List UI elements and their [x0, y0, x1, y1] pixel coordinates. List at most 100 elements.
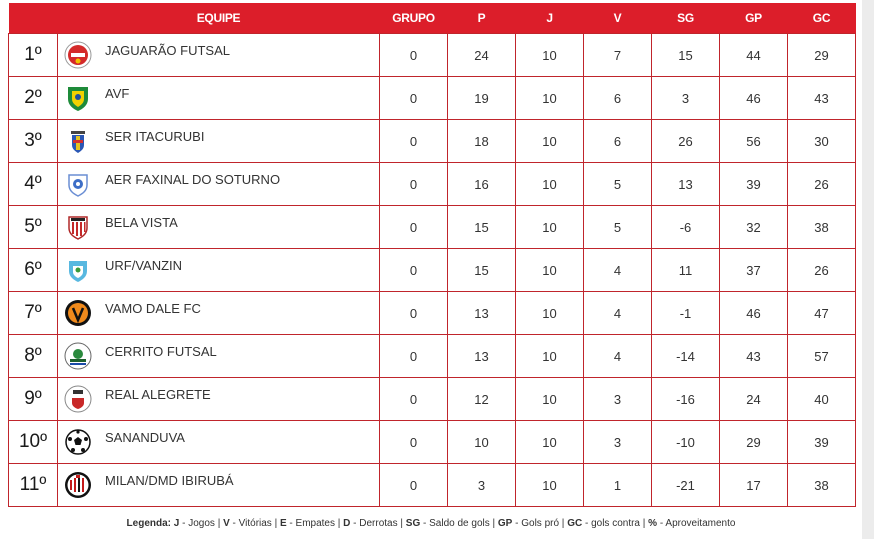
position-cell: 10º: [8, 420, 58, 464]
legend-text: - gols contra: [582, 518, 640, 529]
vamo-dale-badge-icon: [64, 299, 92, 327]
sg-cell: 26: [651, 119, 720, 163]
team-cell[interactable]: BELA VISTA: [57, 205, 380, 249]
legend-key: J: [173, 518, 180, 529]
table-row: 6º URF/VANZIN 0 15 10 4 11 37 26: [8, 248, 856, 292]
grupo-cell: 0: [379, 76, 448, 120]
p-cell: 12: [447, 377, 516, 421]
v-cell: 4: [583, 248, 652, 292]
urf-vanzin-badge-icon: [64, 256, 92, 284]
header-gp: GP: [719, 3, 788, 34]
legend-text: - Jogos: [179, 518, 215, 529]
grupo-cell: 0: [379, 420, 448, 464]
team-cell[interactable]: URF/VANZIN: [57, 248, 380, 292]
team-name[interactable]: URF/VANZIN: [105, 258, 183, 273]
team-name[interactable]: AER FAXINAL DO SOTURNO: [105, 172, 281, 187]
gc-cell: 38: [787, 205, 856, 249]
avf-badge-icon: [64, 84, 92, 112]
v-cell: 1: [583, 463, 652, 507]
grupo-cell: 0: [379, 205, 448, 249]
position-cell: 8º: [8, 334, 58, 378]
legend-key: E: [279, 518, 287, 529]
table-row: 10º SANANDUVA 0 10 10 3 -10 29 39: [8, 420, 856, 464]
team-cell[interactable]: JAGUARÃO FUTSAL: [57, 33, 380, 77]
grupo-cell: 0: [379, 33, 448, 77]
legend-key: D: [343, 518, 351, 529]
grupo-cell: 0: [379, 291, 448, 335]
grupo-cell: 0: [379, 162, 448, 206]
legend-key: V: [223, 518, 230, 529]
sg-cell: -10: [651, 420, 720, 464]
legend-text: - Derrotas: [350, 518, 398, 529]
team-name[interactable]: MILAN/DMD IBIRUBÁ: [105, 473, 234, 488]
team-name[interactable]: CERRITO FUTSAL: [105, 344, 217, 359]
gp-cell: 56: [719, 119, 788, 163]
team-name[interactable]: AVF: [105, 86, 130, 101]
header-row: EQUIPE GRUPO P J V SG GP GC: [8, 3, 856, 34]
team-name[interactable]: SER ITACURUBI: [105, 129, 205, 144]
team-cell[interactable]: REAL ALEGRETE: [57, 377, 380, 421]
position-cell: 6º: [8, 248, 58, 292]
gc-cell: 39: [787, 420, 856, 464]
v-cell: 4: [583, 334, 652, 378]
team-name[interactable]: VAMO DALE FC: [105, 301, 201, 316]
team-name[interactable]: JAGUARÃO FUTSAL: [105, 43, 230, 58]
j-cell: 10: [515, 248, 584, 292]
team-cell[interactable]: AVF: [57, 76, 380, 120]
v-cell: 6: [583, 119, 652, 163]
j-cell: 10: [515, 463, 584, 507]
legend-text: - Vitórias: [229, 518, 272, 529]
legend-key: %: [648, 518, 658, 529]
header-pos: [8, 3, 58, 34]
team-cell[interactable]: SANANDUVA: [57, 420, 380, 464]
team-cell[interactable]: CERRITO FUTSAL: [57, 334, 380, 378]
gc-cell: 38: [787, 463, 856, 507]
gp-cell: 46: [719, 291, 788, 335]
legend-text: - Aproveitamento: [657, 518, 736, 529]
position-cell: 5º: [8, 205, 58, 249]
legend-text: - Gols pró: [512, 518, 560, 529]
v-cell: 5: [583, 162, 652, 206]
sananduva-badge-icon: [64, 428, 92, 456]
gp-cell: 44: [719, 33, 788, 77]
sg-cell: 15: [651, 33, 720, 77]
position-cell: 3º: [8, 119, 58, 163]
p-cell: 15: [447, 205, 516, 249]
gp-cell: 24: [719, 377, 788, 421]
p-cell: 13: [447, 291, 516, 335]
j-cell: 10: [515, 420, 584, 464]
p-cell: 24: [447, 33, 516, 77]
grupo-cell: 0: [379, 334, 448, 378]
standings-table: EQUIPE GRUPO P J V SG GP GC 1º JAGUARÃO F…: [8, 3, 856, 507]
milan-badge-icon: [64, 471, 92, 499]
team-name[interactable]: SANANDUVA: [105, 430, 185, 445]
position-cell: 9º: [8, 377, 58, 421]
scrollbar[interactable]: [862, 0, 874, 539]
table-row: 11º MILAN/DMD IBIRUBÁ 0 3 10 1 -21 17 38: [8, 463, 856, 507]
j-cell: 10: [515, 119, 584, 163]
sg-cell: -21: [651, 463, 720, 507]
team-cell[interactable]: SER ITACURUBI: [57, 119, 380, 163]
v-cell: 5: [583, 205, 652, 249]
team-cell[interactable]: MILAN/DMD IBIRUBÁ: [57, 463, 380, 507]
p-cell: 16: [447, 162, 516, 206]
gc-cell: 57: [787, 334, 856, 378]
legend: Legenda: J - Jogos | V - Vitórias | E - …: [126, 518, 736, 529]
v-cell: 7: [583, 33, 652, 77]
legend-key: GC: [567, 518, 583, 529]
sg-cell: -16: [651, 377, 720, 421]
team-name[interactable]: BELA VISTA: [105, 215, 178, 230]
j-cell: 10: [515, 33, 584, 77]
header-j: J: [515, 3, 584, 34]
gc-cell: 26: [787, 162, 856, 206]
position-cell: 1º: [8, 33, 58, 77]
team-cell[interactable]: AER FAXINAL DO SOTURNO: [57, 162, 380, 206]
legend-key: SG: [405, 518, 421, 529]
gp-cell: 37: [719, 248, 788, 292]
j-cell: 10: [515, 377, 584, 421]
legend-text: - Empates: [286, 518, 335, 529]
team-cell[interactable]: VAMO DALE FC: [57, 291, 380, 335]
team-name[interactable]: REAL ALEGRETE: [105, 387, 211, 402]
p-cell: 18: [447, 119, 516, 163]
j-cell: 10: [515, 334, 584, 378]
